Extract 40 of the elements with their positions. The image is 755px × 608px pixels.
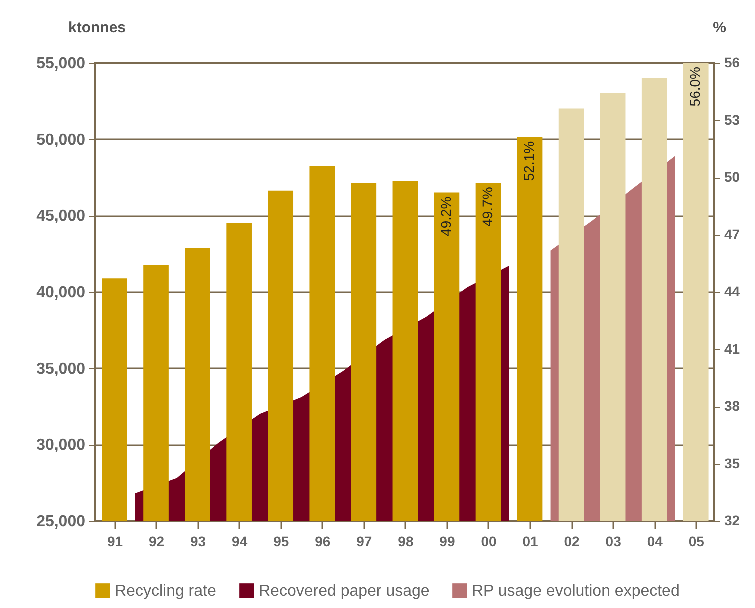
x-tick-label: 92 — [148, 534, 165, 550]
y2-tick-label: 44 — [724, 284, 740, 300]
legend-label: Recovered paper usage — [259, 583, 430, 600]
data-label: 49.7% — [479, 187, 496, 227]
x-tick-label: 95 — [274, 534, 290, 550]
x-tick-label: 03 — [606, 534, 622, 550]
y-axis-title: ktonnes — [68, 20, 126, 36]
y-tick-label: 40,000 — [36, 284, 86, 302]
x-tick-label: 96 — [315, 534, 331, 550]
x-tick-label: 99 — [440, 534, 456, 550]
y-tick-label: 55,000 — [36, 56, 86, 72]
x-tick-label: 05 — [688, 534, 705, 550]
y2-tick-label: 50 — [724, 169, 740, 185]
y2-tick-label: 32 — [724, 512, 740, 528]
x-tick-label: 98 — [398, 534, 414, 550]
y-tick-label: 50,000 — [36, 132, 86, 149]
y-tick-label: 45,000 — [36, 208, 86, 226]
y-tick-label: 35,000 — [36, 360, 86, 378]
y2-tick-label: 38 — [724, 398, 740, 414]
data-label: 49.2% — [438, 196, 454, 236]
y2-tick-label: 53 — [724, 112, 740, 128]
x-tick-label: 93 — [190, 534, 206, 550]
legend-label: Recycling rate — [115, 583, 216, 600]
x-tick-label: 01 — [522, 534, 539, 550]
x-tick-label: 02 — [564, 534, 580, 550]
x-tick-label: 91 — [107, 534, 124, 550]
y2-tick-label: 35 — [724, 455, 740, 472]
x-tick-label: 00 — [481, 534, 497, 550]
x-tick-label: 97 — [356, 534, 372, 550]
y2-tick-label: 47 — [724, 226, 740, 242]
data-label: 56.0% — [687, 67, 704, 107]
y2-tick-label: 41 — [724, 340, 740, 357]
x-tick-label: 94 — [232, 534, 248, 550]
y-tick-label: 30,000 — [36, 437, 86, 454]
data-label: 52.1% — [521, 141, 538, 182]
y2-tick-label: 56 — [724, 54, 740, 70]
x-tick-label: 04 — [647, 534, 664, 550]
y2-axis-title: % — [713, 20, 726, 36]
y-tick-label: 25,000 — [36, 514, 86, 530]
legend-label: RP usage evolution expected — [472, 583, 680, 600]
